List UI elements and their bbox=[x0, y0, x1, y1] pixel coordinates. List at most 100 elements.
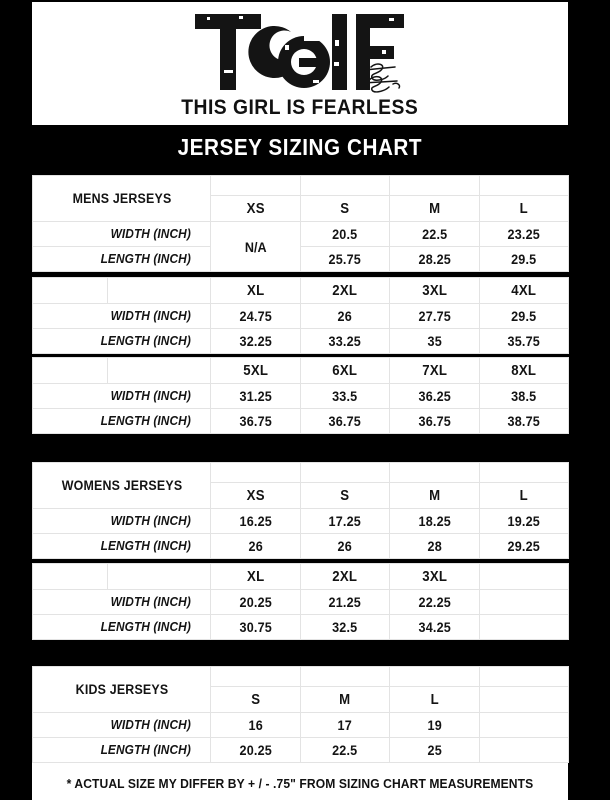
mens-table-5xl-8xl: 5XL 6XL 7XL 8XL WIDTH (INCH) 31.25 33.5 … bbox=[32, 357, 568, 434]
size-header: XL bbox=[215, 563, 296, 590]
value-cell: 29.25 bbox=[483, 533, 565, 559]
size-header-empty bbox=[483, 686, 564, 713]
tgif-logo-art bbox=[193, 10, 408, 96]
value-cell: 17.25 bbox=[304, 508, 386, 534]
table-row: KIDS JERSEYS bbox=[33, 666, 569, 713]
value-na: N/A bbox=[214, 221, 296, 272]
value-cell-empty bbox=[483, 712, 565, 738]
size-header: 8XL bbox=[483, 357, 564, 384]
size-header: 7XL bbox=[394, 357, 475, 384]
size-header: 6XL bbox=[304, 357, 385, 384]
value-cell: 17 bbox=[304, 712, 386, 738]
value-cell-empty bbox=[483, 589, 565, 615]
size-header: 2XL bbox=[304, 277, 385, 304]
value-cell: 23.25 bbox=[483, 221, 565, 247]
value-cell: 21.25 bbox=[304, 589, 386, 615]
value-cell: 36.25 bbox=[393, 383, 475, 409]
row-label-width: WIDTH (INCH) bbox=[36, 712, 207, 738]
size-header: 3XL bbox=[394, 277, 475, 304]
value-cell: 33.5 bbox=[304, 383, 386, 409]
blank-cell bbox=[389, 175, 480, 196]
value-cell: 27.75 bbox=[393, 303, 475, 329]
table-row-width: WIDTH (INCH) N/A 20.5 22.5 23.25 bbox=[33, 221, 569, 272]
row-label-length: LENGTH (INCH) bbox=[36, 246, 207, 272]
value-cell: 22.25 bbox=[393, 589, 475, 615]
value-cell: 25 bbox=[393, 737, 475, 763]
table-row-size-headers: S M L bbox=[33, 686, 569, 713]
size-header: M bbox=[304, 686, 385, 713]
row-label-length: LENGTH (INCH) bbox=[36, 737, 207, 763]
table-row: MENS JERSEYS bbox=[33, 175, 569, 222]
size-header: XS bbox=[215, 195, 296, 222]
value-cell: 16.25 bbox=[214, 508, 296, 534]
table-row: WOMENS JERSEYS bbox=[33, 462, 570, 509]
table-row-size-headers: XL 2XL 3XL 4XL bbox=[32, 277, 569, 304]
value-cell: 28 bbox=[393, 533, 475, 559]
blank-cell bbox=[299, 462, 391, 483]
value-cell: 16 bbox=[214, 712, 296, 738]
size-header: S bbox=[304, 482, 385, 509]
mens-table-xl-4xl: XL 2XL 3XL 4XL WIDTH (INCH) 24.75 26 27.… bbox=[32, 277, 568, 354]
size-header: 5XL bbox=[215, 357, 296, 384]
value-cell-empty bbox=[483, 614, 565, 640]
size-header: L bbox=[394, 686, 475, 713]
kids-table: KIDS JERSEYS S M L WIDTH (INCH) 16 17 1 bbox=[32, 666, 569, 800]
blank-cell bbox=[32, 357, 108, 384]
table-row-length: LENGTH (INCH) 20.25 22.5 25 bbox=[33, 737, 569, 763]
value-cell: 38.5 bbox=[483, 383, 565, 409]
table-row-size-headers: 5XL 6XL 7XL 8XL bbox=[32, 357, 569, 384]
blank-cell bbox=[107, 357, 211, 384]
blank-cell bbox=[389, 666, 480, 687]
blank-cell bbox=[299, 175, 390, 196]
value-cell: 19.25 bbox=[483, 508, 565, 534]
value-cell: 33.25 bbox=[304, 328, 386, 354]
disclaimer-note: * ACTUAL SIZE MY DIFFER BY + / - .75" FR… bbox=[32, 763, 568, 800]
row-label-width: WIDTH (INCH) bbox=[36, 383, 207, 409]
value-cell: 29.5 bbox=[483, 246, 565, 272]
blank-cell bbox=[478, 666, 569, 687]
table-row-length: LENGTH (INCH) 32.25 33.25 35 35.75 bbox=[33, 328, 569, 354]
row-label-width: WIDTH (INCH) bbox=[36, 303, 207, 329]
size-header: S bbox=[215, 686, 296, 713]
value-cell: 19 bbox=[393, 712, 475, 738]
value-cell: 29.5 bbox=[483, 303, 565, 329]
table-row-width: WIDTH (INCH) 16 17 19 bbox=[33, 712, 569, 738]
blank-cell bbox=[478, 175, 569, 196]
value-cell: 25.75 bbox=[304, 246, 386, 272]
row-label-length: LENGTH (INCH) bbox=[36, 328, 207, 354]
table-row-size-headers: XS S M L bbox=[33, 482, 569, 509]
value-cell: 32.5 bbox=[304, 614, 386, 640]
page-title: JERSEY SIZING CHART bbox=[177, 134, 423, 160]
value-cell: 22.5 bbox=[393, 221, 475, 247]
row-label-length: LENGTH (INCH) bbox=[36, 408, 207, 434]
table-row-width: WIDTH (INCH) 20.25 21.25 22.25 bbox=[33, 589, 569, 615]
size-header: 3XL bbox=[394, 563, 475, 590]
value-cell: 18.25 bbox=[393, 508, 475, 534]
value-cell: 26 bbox=[304, 533, 386, 559]
blank-cell bbox=[32, 277, 108, 304]
row-label-width: WIDTH (INCH) bbox=[36, 221, 207, 247]
size-header: M bbox=[394, 195, 475, 222]
blank-cell bbox=[107, 563, 211, 590]
value-cell: 22.5 bbox=[304, 737, 386, 763]
brand-tagline: THIS GIRL IS FEARLESS bbox=[181, 95, 419, 119]
value-cell: 24.75 bbox=[214, 303, 296, 329]
blank-cell bbox=[107, 277, 211, 304]
size-header: 4XL bbox=[483, 277, 564, 304]
size-header: L bbox=[483, 195, 564, 222]
brand-logo-banner: THIS GIRL IS FEARLESS bbox=[32, 2, 568, 125]
size-header: XS bbox=[215, 482, 296, 509]
size-header: M bbox=[394, 482, 475, 509]
value-cell: 34.25 bbox=[393, 614, 475, 640]
womens-table-xs-l: WOMENS JERSEYS XS S M L WIDTH (INCH) 16.… bbox=[32, 462, 570, 559]
table-row-width: WIDTH (INCH) 16.25 17.25 18.25 19.25 bbox=[33, 508, 569, 534]
row-label-length: LENGTH (INCH) bbox=[36, 533, 207, 559]
value-cell: 36.75 bbox=[304, 408, 386, 434]
value-cell: 30.75 bbox=[214, 614, 296, 640]
value-cell: 35.75 bbox=[483, 328, 565, 354]
value-cell: 20.5 bbox=[304, 221, 386, 247]
mens-table-xs-l: MENS JERSEYS XS S M L WIDTH (INCH) N/A 2… bbox=[32, 175, 569, 272]
table-row-length: LENGTH (INCH) 26 26 28 29.25 bbox=[33, 533, 569, 559]
value-cell-empty bbox=[483, 737, 565, 763]
value-cell: 36.75 bbox=[393, 408, 475, 434]
